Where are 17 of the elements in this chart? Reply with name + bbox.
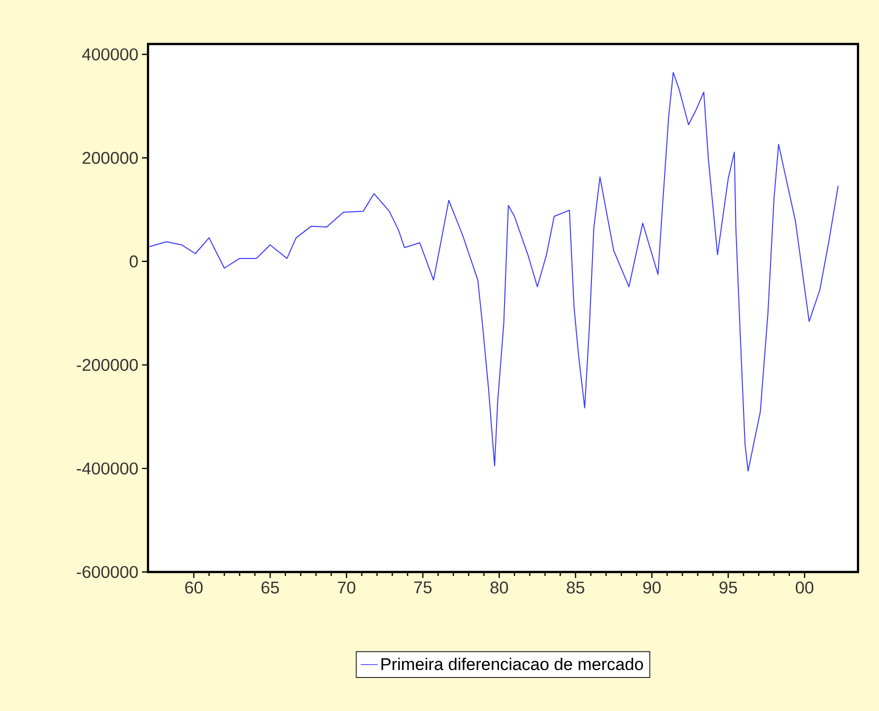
x-tick-label: 70 — [338, 582, 356, 594]
x-tick-label: 00 — [796, 582, 814, 594]
x-tick-label: 85 — [566, 582, 584, 594]
y-tick-label: -200000 — [76, 358, 138, 371]
x-tick-label: 80 — [490, 582, 508, 594]
y-tick-label: -400000 — [76, 462, 138, 474]
x-tick-label: 65 — [262, 582, 279, 594]
x-tick-label: 90 — [643, 582, 661, 594]
y-tick-label: 200000 — [82, 152, 138, 164]
y-tick-label: 0 — [130, 255, 138, 268]
x-tick-label: 60 — [185, 582, 203, 594]
x-tick-label: 95 — [720, 582, 737, 594]
y-tick-label: -600000 — [76, 566, 138, 578]
legend-label: Primeira diferenciacao de mercado — [382, 658, 643, 670]
line-series — [149, 72, 839, 472]
y-tick-label: 400000 — [82, 48, 138, 60]
x-tick-label: 75 — [414, 582, 432, 594]
